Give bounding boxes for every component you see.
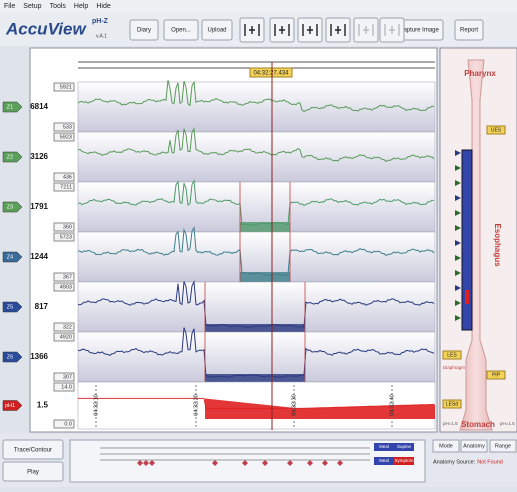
channel-min: 367: [63, 274, 72, 280]
channel-name: pH1: [5, 403, 15, 409]
channel-min: 436: [63, 174, 72, 180]
time-label: 04:32:10: [93, 394, 99, 415]
anatomy-region: Esophagus: [493, 223, 502, 267]
impedance-drop-fill: [240, 222, 290, 232]
catheter-ph-sensor: [465, 290, 469, 304]
toolbar-button-label: Open...: [171, 28, 191, 34]
toolbar-button-label: Upload: [207, 28, 226, 34]
channel-row: [78, 82, 435, 132]
channel-value: 1791: [30, 202, 48, 211]
app-logo: AccuView: [5, 19, 87, 38]
timeline-legend: Meal: [379, 444, 389, 449]
time-label: 04:32:30: [291, 394, 297, 415]
menu-item[interactable]: File: [4, 3, 15, 10]
app-window: File Setup Tools Help Hide AccuView pH-Z v.A.1 D…: [0, 0, 517, 487]
channel-value: 1366: [30, 352, 48, 361]
timeline-legend: Supine: [397, 444, 412, 449]
channel-name: Z4: [7, 254, 13, 260]
channel-max: 4903: [60, 284, 72, 290]
ph-left: pH=1.5: [443, 421, 458, 426]
channel-max: 5723: [60, 234, 72, 240]
channel-name: Z2: [7, 154, 13, 160]
diaphragm-label: Diaphragm: [443, 365, 465, 370]
timeline: [70, 440, 425, 482]
channel-name: Z5: [7, 304, 13, 310]
menu-item[interactable]: Setup: [23, 3, 41, 10]
channel-value: 3126: [30, 152, 48, 161]
bottom-tab-label: Anatomy: [463, 443, 485, 449]
ph-right: pH=1.5: [500, 421, 515, 426]
channel-value: 1.5: [37, 401, 49, 410]
time-label: 04:32:20: [193, 394, 199, 415]
bottom-tab-label: Range: [495, 443, 511, 449]
menu-item[interactable]: Hide: [96, 3, 111, 10]
channel-min: 533: [63, 124, 72, 130]
timeline-legend: Meal: [379, 458, 389, 463]
toolbar-button-label: Capture Image: [399, 28, 439, 34]
toolbar-button-label: Diary: [137, 28, 151, 34]
channel-name: Z6: [7, 354, 13, 360]
channel-max: 14.0: [61, 384, 72, 390]
channel-value: 1244: [30, 252, 48, 261]
channel-value: 6814: [30, 102, 48, 111]
impedance-drop-fill: [240, 272, 290, 282]
anatomy-source-value: Not Found: [477, 459, 503, 465]
channel-max: 7211: [60, 184, 72, 190]
channel-min: 307: [63, 374, 72, 380]
app-logo-sup: pH-Z: [92, 18, 109, 25]
bottom-button-label: Trace/Contour: [14, 448, 52, 454]
channel-name: Z1: [7, 104, 13, 110]
time-label: 04:32:40: [389, 394, 395, 415]
menu-item[interactable]: Tools: [50, 3, 67, 10]
impedance-drop-fill: [205, 374, 305, 382]
anatomy-marker-label: UES: [491, 127, 502, 133]
anatomy-marker-label: LESd: [446, 401, 458, 407]
app-version: v.A.1: [96, 33, 107, 39]
impedance-drop-fill: [205, 324, 305, 332]
anatomy-region: Stomach: [461, 420, 495, 429]
anatomy-marker-label: LES: [447, 352, 457, 358]
channel-min: 322: [63, 324, 72, 330]
channel-max: 5923: [60, 134, 72, 140]
cursor-time: 04:32:27.434: [253, 71, 289, 77]
anatomy-marker-label: PIP: [492, 372, 501, 378]
channel-max: 5921: [60, 84, 72, 90]
toolbar-button-label: Report: [460, 28, 478, 34]
channel-min: 360: [63, 224, 72, 230]
anatomy-region: Pharynx: [464, 69, 496, 78]
channel-value: 817: [35, 302, 49, 311]
channel-min: 0.0: [64, 421, 72, 427]
bottom-tab-label: Mode: [439, 443, 453, 449]
timeline-legend: Symptom: [394, 458, 413, 463]
anatomy-source-label: Anatomy Source:: [433, 459, 476, 465]
channel-max: 4920: [60, 334, 72, 340]
bottom-button-label: Play: [27, 470, 39, 476]
menu-item[interactable]: Help: [74, 3, 89, 10]
channel-name: Z3: [7, 204, 13, 210]
channel-row: [78, 132, 435, 182]
